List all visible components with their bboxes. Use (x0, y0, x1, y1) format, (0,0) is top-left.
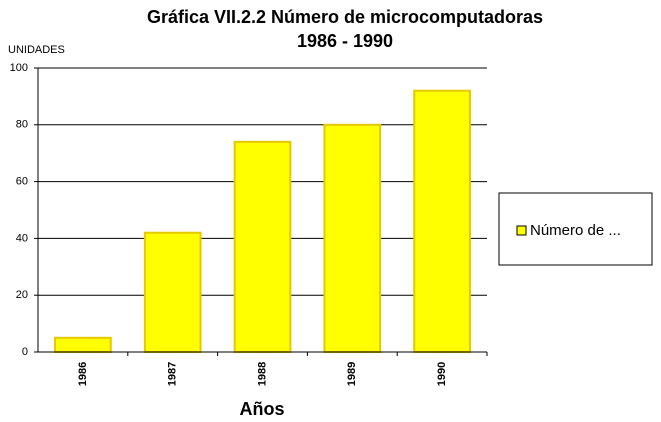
bar (54, 336, 112, 353)
y-tick-label: 80 (16, 119, 28, 131)
x-tick-label: 1989 (346, 362, 358, 386)
x-tick-label: 1986 (77, 362, 89, 386)
y-tick-label: 60 (16, 176, 28, 188)
legend-swatch (516, 225, 527, 236)
y-tick-label: 100 (10, 62, 28, 74)
chart-title: Gráfica VII.2.2 Número de microcomputado… (147, 7, 543, 27)
x-tick-label: 1987 (167, 362, 179, 386)
y-tick-label: 40 (16, 232, 28, 244)
chart-subtitle: 1986 - 1990 (297, 31, 393, 51)
y-axis-label: UNIDADES (8, 44, 65, 56)
legend-label: Número de ... (530, 222, 621, 239)
x-tick-label: 1988 (256, 362, 268, 386)
x-tick-label: 1990 (436, 362, 448, 386)
bar (143, 231, 202, 353)
y-tick-label: 20 (16, 289, 28, 301)
bar (233, 140, 292, 353)
bar (413, 89, 471, 353)
y-tick-label: 0 (22, 346, 28, 358)
x-axis-label: Años (240, 399, 285, 419)
bar (323, 123, 382, 353)
